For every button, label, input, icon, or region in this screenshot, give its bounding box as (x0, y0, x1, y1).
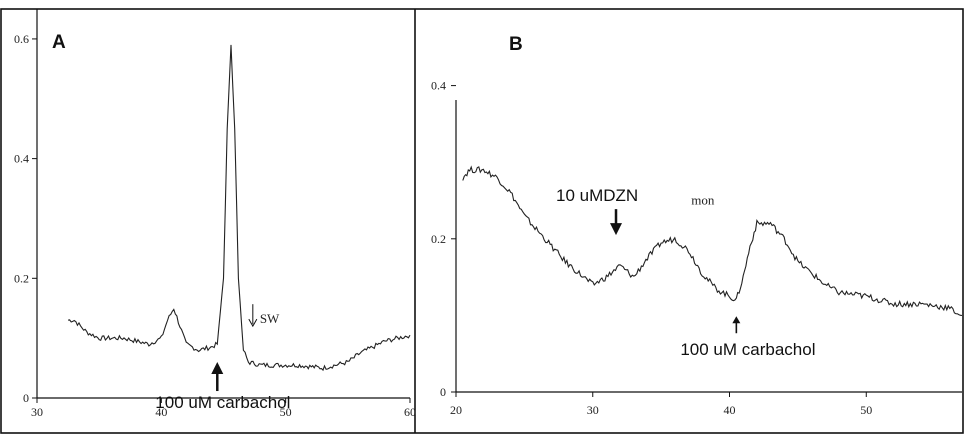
panel-b-label: B (509, 34, 523, 55)
panel-b-mon-label: mon (691, 192, 715, 207)
panel-b-x-tick-label: 30 (587, 403, 599, 417)
panel-a-label: A (52, 32, 66, 53)
panel-b-x-tick-label: 20 (450, 403, 462, 417)
panel-a-sw-label: SW (260, 311, 280, 326)
panel-b: B 20 30 40 50 0 0.2 0.4 10 uMDZN mon 100 uM ca… (431, 34, 963, 417)
panel-a-x-tick-label: 50 (280, 405, 292, 419)
panel-b-y-tick-label: 0 (440, 385, 446, 399)
panel-b-trace (462, 165, 963, 316)
panel-a-x-tick-label: 40 (155, 405, 167, 419)
carbachol-a-arrow-head (211, 362, 224, 375)
panel-b-dzn-arrow (610, 209, 623, 236)
panel-b-y-tick-label: 0.2 (431, 232, 446, 246)
panel-a-marks: 30 40 50 60 0 0.2 0.4 0.6 (14, 32, 416, 419)
dzn-arrow-head (610, 223, 623, 236)
figure-frame (0, 8, 964, 434)
sw-arrow-head (248, 318, 258, 328)
panel-b-y-tick-label: 0.4 (431, 79, 446, 93)
panel-b-carbachol-arrow (732, 316, 741, 334)
panel-a-carbachol-arrow (211, 362, 224, 392)
panel-a-sw-arrow (248, 304, 258, 328)
panel-b-carbachol-label: 100 uM carbachol (680, 340, 815, 359)
carbachol-b-arrow-head (732, 316, 741, 324)
panel-a-y-tick-label: 0 (23, 391, 29, 405)
panel-a-carbachol-label: 100 uM carbachol (155, 393, 290, 412)
panel-b-dzn-label: 10 uMDZN (556, 186, 638, 205)
panel-b-marks: 20 30 40 50 0 0.2 0.4 (431, 79, 872, 417)
panel-b-x-tick-label: 50 (860, 403, 872, 417)
panel-a: A 30 40 50 60 0 0.2 0.4 0.6 SW 100 uM carbachol (14, 9, 416, 419)
panel-a-y-tick-label: 0.2 (14, 271, 29, 285)
panel-b-x-tick-label: 40 (724, 403, 736, 417)
panel-a-y-tick-label: 0.6 (14, 32, 29, 46)
panel-a-x-tick-label: 30 (31, 405, 43, 419)
panel-a-trace (67, 44, 411, 372)
panel-a-y-tick-label: 0.4 (14, 152, 29, 166)
panel-a-x-tick-label: 60 (404, 405, 416, 419)
